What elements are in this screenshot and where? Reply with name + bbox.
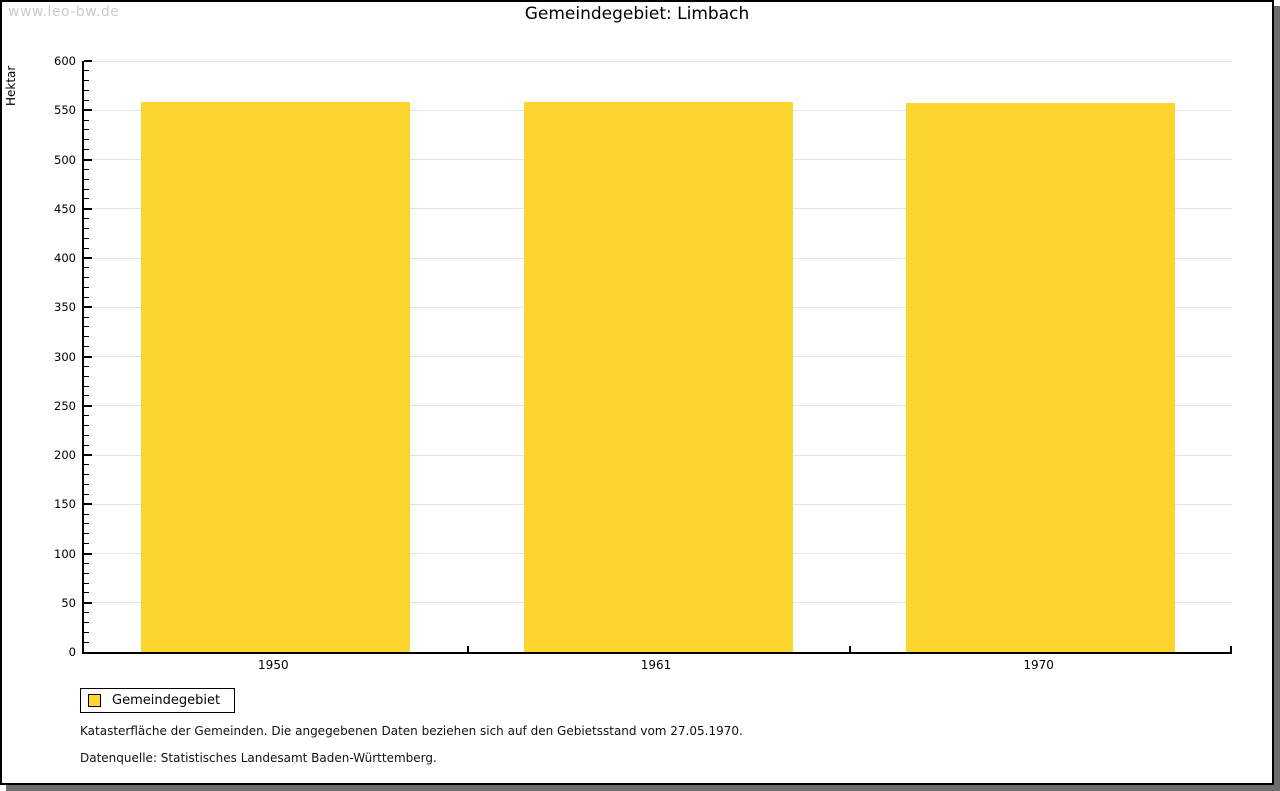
y-tick-label: 600 <box>54 54 76 68</box>
y-minor-tick <box>84 464 89 466</box>
y-tick-label: 300 <box>54 349 76 364</box>
y-tick-label: 550 <box>54 103 76 118</box>
y-minor-tick <box>84 296 89 298</box>
x-tick-label: 1970 <box>1023 658 1054 672</box>
y-minor-tick <box>84 385 89 387</box>
legend-swatch-icon <box>88 694 101 707</box>
y-major-tick <box>84 601 92 604</box>
chart-title: Gemeindegebiet: Limbach <box>524 4 750 24</box>
y-tick-label: 500 <box>54 152 76 167</box>
plot-area <box>82 60 1232 654</box>
y-tick-label: 150 <box>54 497 76 512</box>
y-minor-tick <box>84 316 89 318</box>
y-minor-tick <box>84 218 89 220</box>
x-axis-labels: 1950 1961 1970 <box>82 658 1230 674</box>
y-minor-tick <box>84 90 89 92</box>
footnote-datenquelle: Datenquelle: Statistisches Landesamt Bad… <box>80 751 437 765</box>
y-tick-label: 400 <box>54 251 76 265</box>
y-minor-tick <box>84 237 89 239</box>
y-tick-label: 200 <box>54 448 76 462</box>
y-tick-label: 0 <box>68 645 76 659</box>
y-major-tick <box>84 454 92 456</box>
footnote-gebietsstand: Katasterfläche der Gemeinden. Die angege… <box>80 724 743 738</box>
y-minor-tick <box>84 434 89 436</box>
y-major-tick <box>84 109 92 112</box>
y-minor-tick <box>84 149 89 151</box>
bar-1970 <box>906 103 1176 652</box>
bar-1950 <box>140 102 410 652</box>
y-major-tick <box>84 158 92 161</box>
y-major-tick <box>84 355 92 358</box>
y-minor-tick <box>84 415 89 417</box>
x-tick-label: 1950 <box>258 658 289 672</box>
y-minor-tick <box>84 326 89 328</box>
legend-label: Gemeindegebiet <box>112 693 221 708</box>
y-minor-tick <box>84 641 89 643</box>
y-major-tick <box>84 207 92 210</box>
y-major-tick <box>84 60 92 62</box>
y-minor-tick <box>84 631 89 633</box>
bar-1961 <box>523 102 793 652</box>
x-tick <box>1230 646 1232 652</box>
y-minor-tick <box>84 562 89 564</box>
y-tick-label: 50 <box>61 595 76 610</box>
y-minor-tick <box>84 621 89 623</box>
y-minor-tick <box>84 572 89 574</box>
y-minor-tick <box>84 198 89 200</box>
y-minor-tick <box>84 543 89 545</box>
y-minor-tick <box>84 365 89 367</box>
y-minor-tick <box>84 484 89 486</box>
y-minor-tick <box>84 99 89 101</box>
y-major-tick <box>84 404 92 407</box>
y-minor-tick <box>84 612 89 614</box>
y-minor-tick <box>84 582 89 584</box>
y-minor-tick <box>84 424 89 426</box>
y-minor-tick <box>84 70 89 72</box>
legend: Gemeindegebiet <box>80 688 236 713</box>
y-minor-tick <box>84 247 89 249</box>
y-minor-tick <box>84 346 89 348</box>
y-tick-label: 100 <box>54 546 76 561</box>
x-tick-label: 1961 <box>640 658 672 672</box>
y-minor-tick <box>84 119 89 121</box>
y-minor-tick <box>84 129 89 131</box>
y-minor-tick <box>84 139 89 141</box>
y-tick-label: 350 <box>54 300 76 315</box>
y-minor-tick <box>84 375 89 377</box>
y-major-tick <box>84 503 92 506</box>
y-minor-tick <box>84 80 89 82</box>
x-tick <box>466 646 469 652</box>
y-minor-tick <box>84 188 89 190</box>
y-minor-tick <box>84 474 89 476</box>
y-tick-label: 250 <box>54 398 76 413</box>
x-tick <box>849 646 852 652</box>
y-gridline <box>84 60 1232 62</box>
y-minor-tick <box>84 227 89 229</box>
y-major-tick <box>84 552 92 555</box>
y-tick-label: 450 <box>54 201 76 216</box>
y-minor-tick <box>84 267 89 269</box>
y-minor-tick <box>84 493 89 495</box>
y-minor-tick <box>84 336 89 338</box>
y-minor-tick <box>84 533 89 535</box>
y-minor-tick <box>84 523 89 525</box>
y-minor-tick <box>84 513 89 515</box>
y-minor-tick <box>84 444 89 446</box>
y-minor-tick <box>84 277 89 279</box>
y-major-tick <box>84 257 92 259</box>
y-axis-labels: 0 50 100 150 200 250 300 350 400 450 500 550 600 <box>2 54 76 659</box>
y-minor-tick <box>84 592 89 594</box>
y-minor-tick <box>84 168 89 170</box>
y-minor-tick <box>84 395 89 397</box>
watermark: www.leo-bw.de <box>8 4 120 20</box>
y-minor-tick <box>84 178 89 180</box>
y-major-tick <box>84 306 92 309</box>
y-minor-tick <box>84 287 89 289</box>
